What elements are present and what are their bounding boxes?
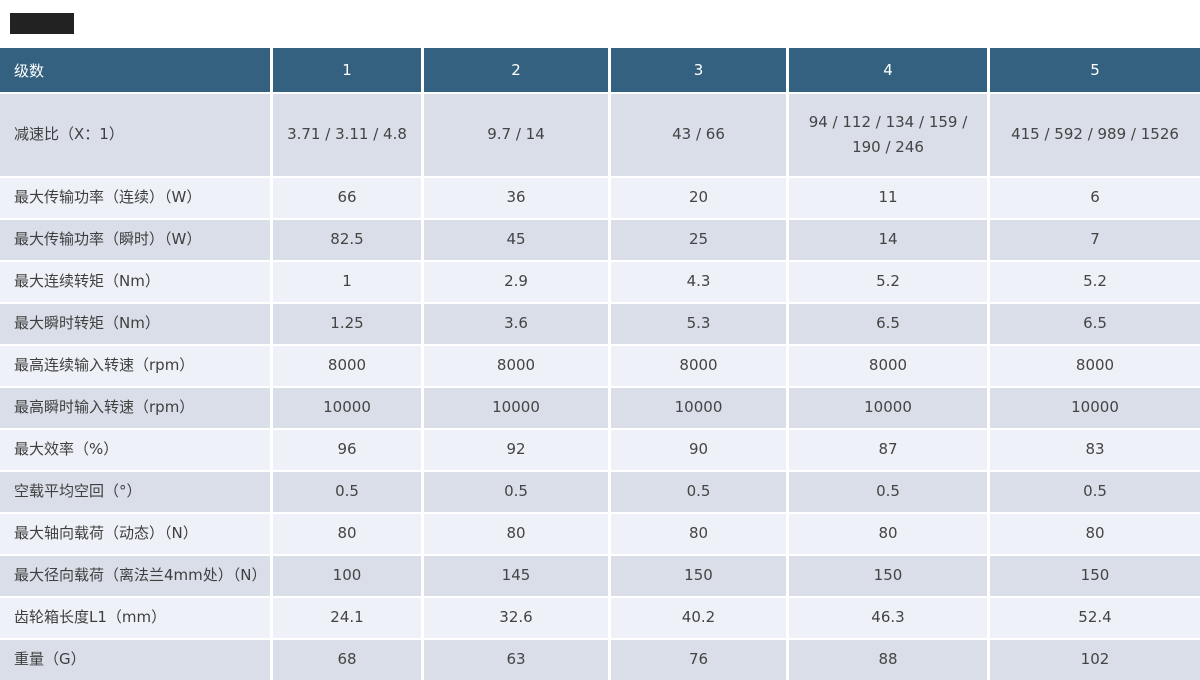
row-label: 最大瞬时转矩（Nm） (0, 304, 270, 344)
row-value-col-4: 14 (789, 220, 987, 260)
row-value-col-4: 80 (789, 514, 987, 554)
row-value-col-5: 0.5 (990, 472, 1200, 512)
row-value-col-2: 36 (424, 178, 608, 218)
row-value-col-3: 25 (611, 220, 786, 260)
header-col-4: 4 (789, 48, 987, 92)
spec-table: 级数 1 2 3 4 5 减速比（X：1） 3.71 / 3.11 / 4.8 … (0, 48, 1200, 680)
row-value-col-5: 6 (990, 178, 1200, 218)
row-value-col-1: 1 (273, 262, 421, 302)
row-label: 减速比（X：1） (0, 94, 270, 176)
row-value-col-5: 8000 (990, 346, 1200, 386)
row-value-col-2: 80 (424, 514, 608, 554)
row-value-col-3: 80 (611, 514, 786, 554)
row-label: 最大效率（%） (0, 430, 270, 470)
row-label: 最大传输功率（连续）（W） (0, 178, 270, 218)
title-redaction-box (10, 13, 74, 34)
row-value-col-3: 40.2 (611, 598, 786, 638)
row-value-col-3: 150 (611, 556, 786, 596)
row-value-col-3: 5.3 (611, 304, 786, 344)
row-value-col-4: 46.3 (789, 598, 987, 638)
row-label: 最大轴向载荷（动态）（N） (0, 514, 270, 554)
row-value-col-1: 66 (273, 178, 421, 218)
row-value-col-3: 4.3 (611, 262, 786, 302)
row-value-col-2: 63 (424, 640, 608, 680)
row-value-col-3: 20 (611, 178, 786, 218)
row-value-col-1: 10000 (273, 388, 421, 428)
row-value-col-1: 100 (273, 556, 421, 596)
row-value-col-1: 0.5 (273, 472, 421, 512)
row-value-col-5: 5.2 (990, 262, 1200, 302)
row-value-col-4: 88 (789, 640, 987, 680)
header-stage-label: 级数 (0, 48, 270, 92)
row-value-col-2: 3.6 (424, 304, 608, 344)
row-value-col-1: 82.5 (273, 220, 421, 260)
row-value-col-5: 10000 (990, 388, 1200, 428)
row-value-col-5: 150 (990, 556, 1200, 596)
row-value-col-4: 6.5 (789, 304, 987, 344)
row-label: 最大径向载荷（离法兰4mm处）（N） (0, 556, 270, 596)
row-value-col-4: 11 (789, 178, 987, 218)
row-label: 最大传输功率（瞬时）（W） (0, 220, 270, 260)
row-value-col-4: 5.2 (789, 262, 987, 302)
row-value-col-1: 8000 (273, 346, 421, 386)
row-value-col-2: 32.6 (424, 598, 608, 638)
header-col-5: 5 (990, 48, 1200, 92)
row-value-col-2: 45 (424, 220, 608, 260)
row-value-col-5: 6.5 (990, 304, 1200, 344)
row-value-col-2: 0.5 (424, 472, 608, 512)
row-label: 空载平均空回（°） (0, 472, 270, 512)
row-value-col-4: 10000 (789, 388, 987, 428)
row-value-col-2: 2.9 (424, 262, 608, 302)
row-value-col-3: 76 (611, 640, 786, 680)
row-value-col-1: 80 (273, 514, 421, 554)
header-col-2: 2 (424, 48, 608, 92)
row-value-col-5: 52.4 (990, 598, 1200, 638)
row-value-col-1: 3.71 / 3.11 / 4.8 (273, 94, 421, 176)
row-value-col-4: 8000 (789, 346, 987, 386)
row-value-col-2: 145 (424, 556, 608, 596)
row-value-col-1: 68 (273, 640, 421, 680)
header-col-3: 3 (611, 48, 786, 92)
row-value-col-5: 80 (990, 514, 1200, 554)
row-value-col-1: 96 (273, 430, 421, 470)
row-value-col-5: 415 / 592 / 989 / 1526 (990, 94, 1200, 176)
row-value-col-5: 102 (990, 640, 1200, 680)
header-col-1: 1 (273, 48, 421, 92)
row-value-col-5: 7 (990, 220, 1200, 260)
row-value-col-3: 8000 (611, 346, 786, 386)
page-title-area: 据 (0, 0, 1200, 48)
row-value-col-3: 10000 (611, 388, 786, 428)
row-value-col-4: 87 (789, 430, 987, 470)
row-value-col-3: 43 / 66 (611, 94, 786, 176)
row-label: 齿轮箱长度L1（mm） (0, 598, 270, 638)
row-value-col-1: 1.25 (273, 304, 421, 344)
row-value-col-1: 24.1 (273, 598, 421, 638)
row-value-col-5: 83 (990, 430, 1200, 470)
row-value-col-4: 0.5 (789, 472, 987, 512)
row-label: 最高瞬时输入转速（rpm） (0, 388, 270, 428)
row-label: 最大连续转矩（Nm） (0, 262, 270, 302)
row-value-col-4: 150 (789, 556, 987, 596)
row-value-col-2: 8000 (424, 346, 608, 386)
row-label: 最高连续输入转速（rpm） (0, 346, 270, 386)
row-value-col-3: 90 (611, 430, 786, 470)
row-value-col-2: 92 (424, 430, 608, 470)
row-value-col-3: 0.5 (611, 472, 786, 512)
row-label: 重量（G） (0, 640, 270, 680)
row-value-col-2: 9.7 / 14 (424, 94, 608, 176)
row-value-col-4: 94 / 112 / 134 / 159 / 190 / 246 (789, 94, 987, 176)
row-value-col-2: 10000 (424, 388, 608, 428)
